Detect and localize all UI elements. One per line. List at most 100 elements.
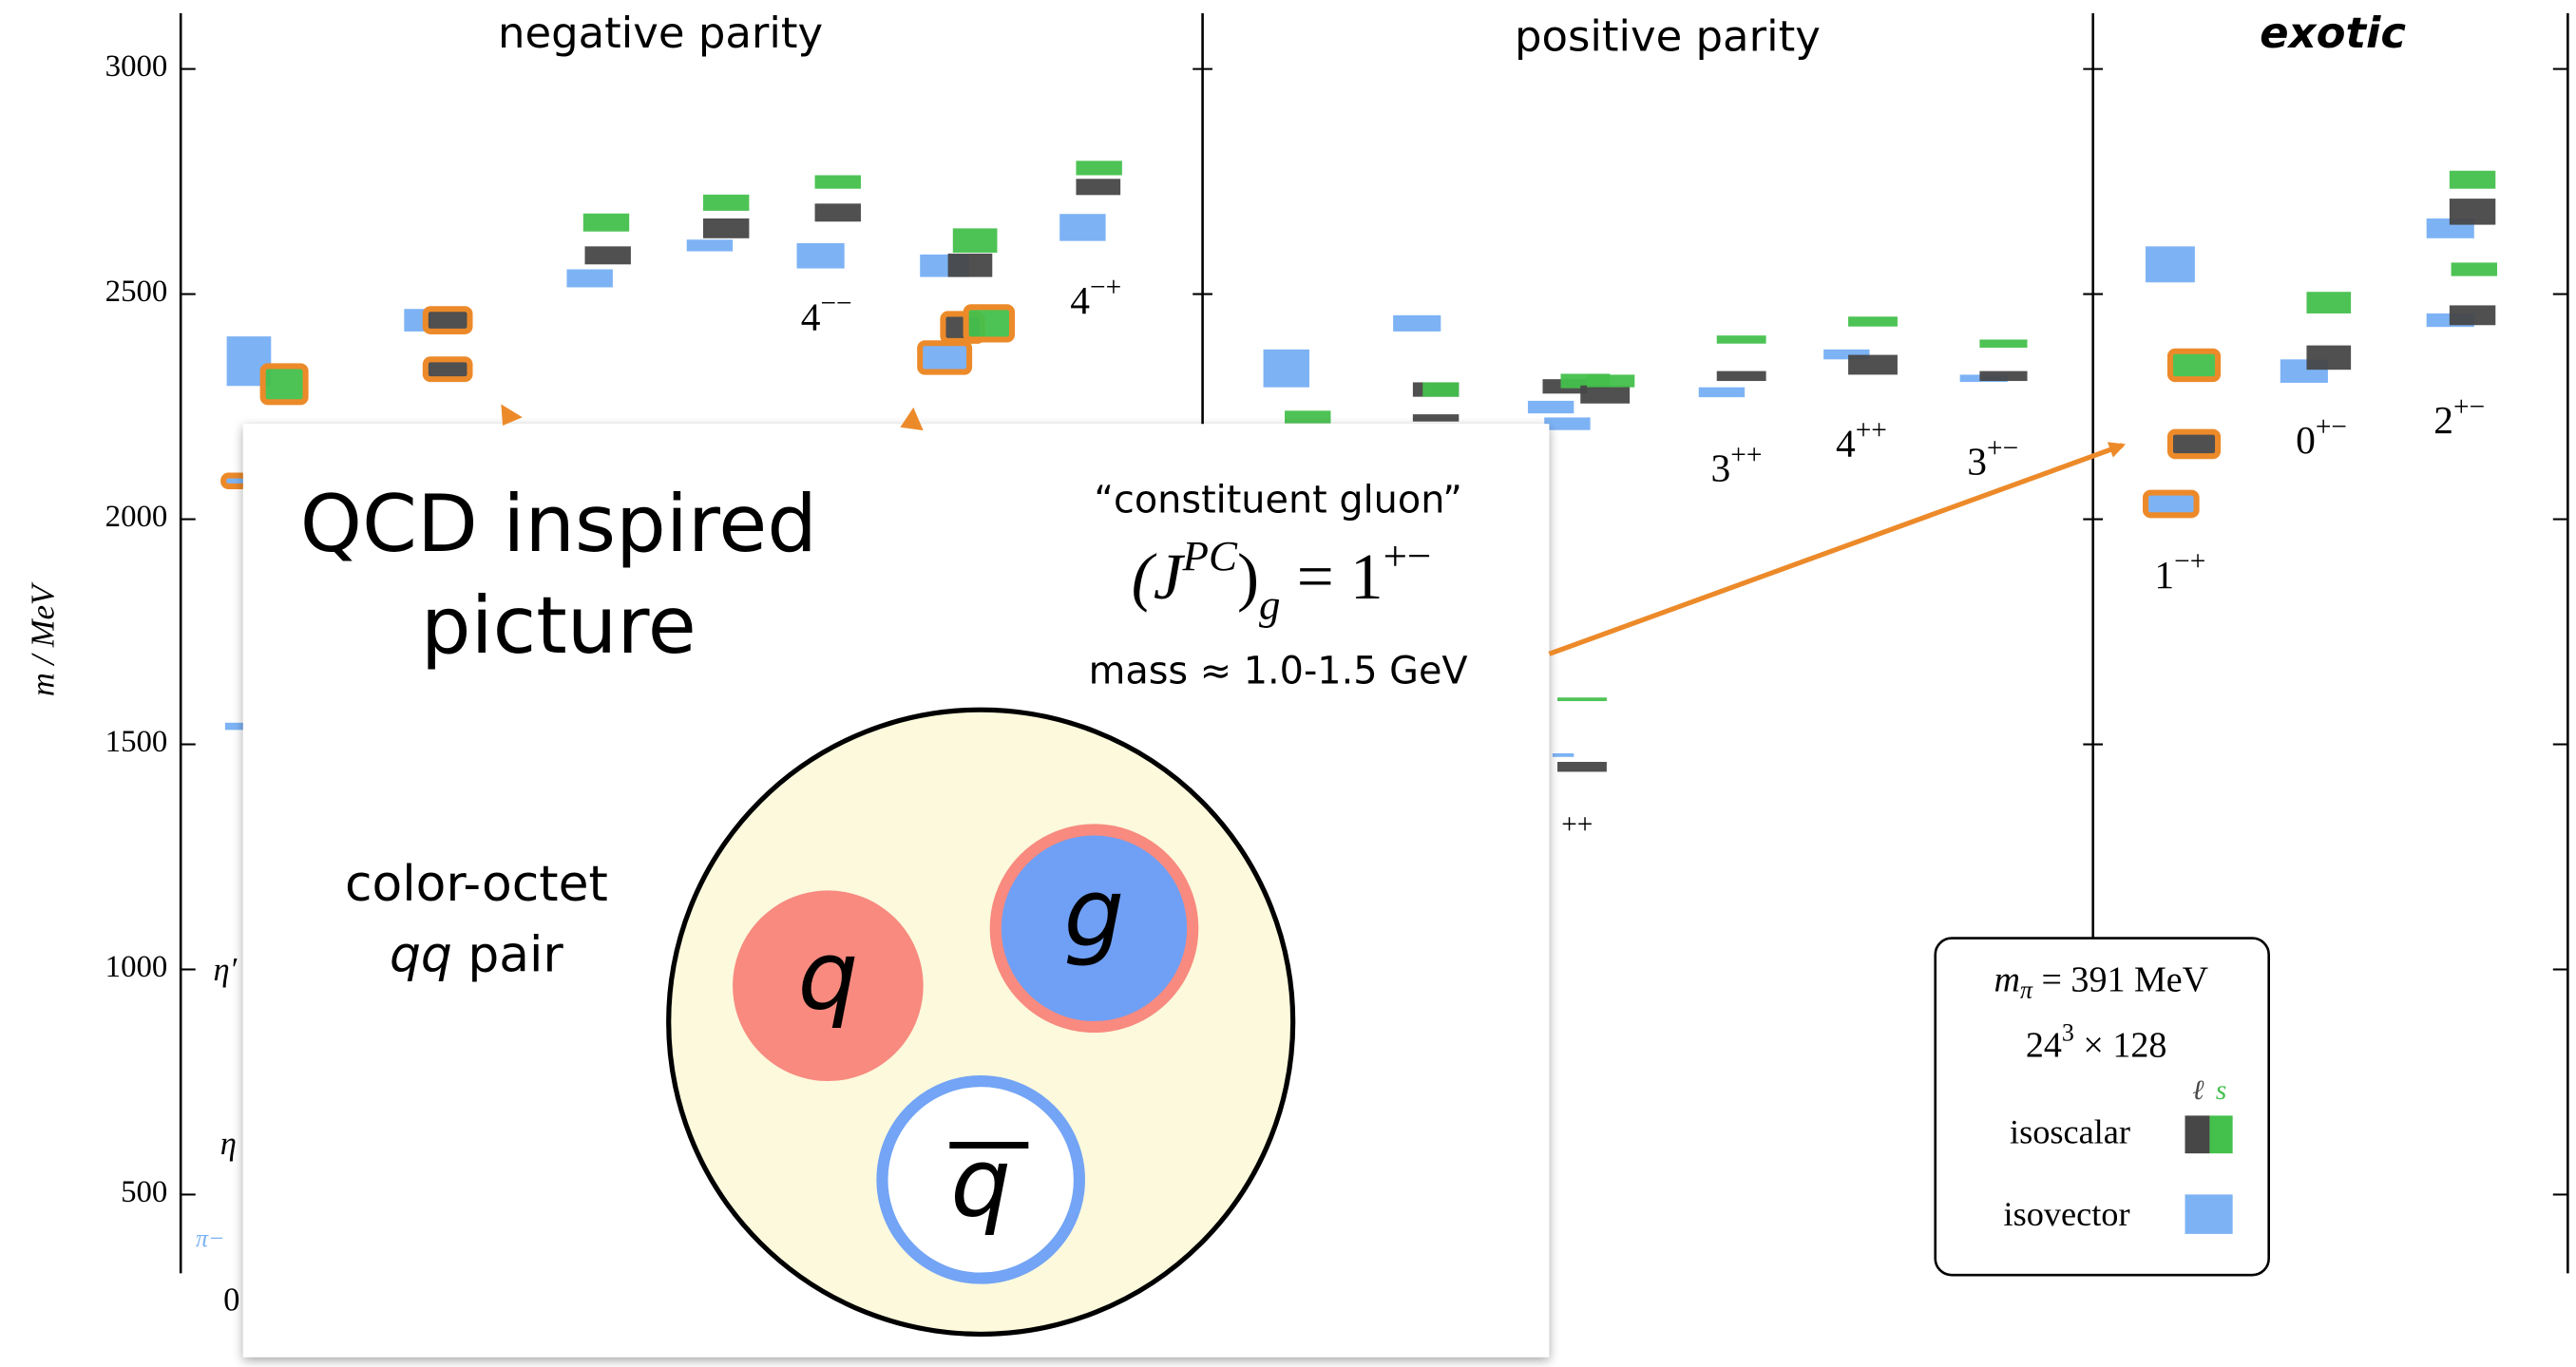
mass-level	[687, 239, 733, 251]
mass-level	[1557, 762, 1607, 771]
mass-level	[815, 175, 861, 188]
mass-level	[583, 214, 629, 232]
mass-level	[263, 366, 306, 402]
arrow-tip	[501, 404, 522, 425]
mass-level	[566, 270, 612, 288]
y-tick-label: 1000	[105, 950, 168, 984]
mass-level	[2306, 346, 2351, 370]
mass-level	[585, 246, 631, 264]
eq-part: )	[1237, 540, 1259, 613]
mass-level	[2450, 171, 2495, 189]
mass-level	[1979, 371, 2027, 381]
gluon-label: g	[1064, 858, 1125, 969]
section-title: exotic	[2260, 8, 2406, 58]
channel-j: 3	[1967, 439, 1987, 483]
mass-level	[815, 203, 861, 221]
eq-part: (J	[1132, 540, 1186, 613]
channel-pc: ++	[1730, 440, 1762, 470]
eq-part: PC	[1182, 532, 1238, 579]
mass-level	[703, 195, 749, 211]
eq-part: +−	[1383, 532, 1432, 579]
mass-level	[2146, 246, 2195, 282]
channel-pc: +−	[2316, 411, 2347, 442]
channel-label: 1−+	[2154, 546, 2205, 596]
channel-label: 3++	[1711, 440, 1763, 489]
section-title: negative parity	[498, 8, 823, 58]
legend: mπ = 391 MeV 243 × 128 ℓ s isoscalar iso…	[1936, 939, 2269, 1276]
y-tick-label: 1500	[105, 725, 168, 759]
channel-j: 4	[801, 294, 821, 338]
slide: 50010001500200025003000m / MeVnegative p…	[0, 0, 2576, 1367]
mass-level	[1076, 179, 1120, 195]
legend-lattice: 243 × 128	[2026, 1019, 2166, 1066]
y-tick-label: 3000	[105, 49, 168, 84]
legend-part: × 128	[2074, 1025, 2166, 1065]
mass-level	[1699, 388, 1745, 397]
mass-level	[2306, 292, 2351, 313]
mass-level	[797, 243, 845, 269]
channel-label: 4−−	[801, 288, 852, 337]
channel-pc: −+	[1090, 272, 1121, 302]
mass-level	[1059, 214, 1105, 240]
arrow-tip	[900, 408, 923, 430]
channel-label: 4−+	[1070, 272, 1121, 321]
mass-level	[1557, 697, 1607, 701]
legend-label: isoscalar	[2010, 1112, 2130, 1150]
arrow	[1549, 446, 2122, 655]
mass-level	[1979, 339, 2027, 348]
legend-label: isovector	[2004, 1195, 2130, 1233]
mass-level	[426, 309, 470, 332]
channel-j: 4	[1836, 421, 1856, 465]
y-tick-label: 2500	[105, 275, 168, 309]
mass-level	[1544, 417, 1590, 429]
mass-level	[1848, 355, 1898, 375]
mass-level	[1587, 374, 1634, 387]
legend-flavor: ℓ	[2192, 1075, 2204, 1106]
overlay-title: picture	[421, 579, 696, 672]
mass-level	[2450, 305, 2495, 325]
legend-swatch	[2185, 1194, 2233, 1234]
mass-level	[1717, 371, 1766, 381]
mass-level	[966, 307, 1012, 339]
channel-pc: −+	[2174, 546, 2205, 577]
y-tick-label: 2000	[105, 500, 168, 534]
mass-level	[1528, 401, 1574, 413]
mass-level	[2452, 262, 2497, 275]
channel-pc: ++	[1561, 809, 1593, 840]
eq-part: = 1	[1280, 540, 1383, 613]
channel-j: 4	[1070, 277, 1090, 321]
mass-level	[1553, 753, 1574, 757]
legend-part: 3	[2062, 1019, 2074, 1047]
gluon-mass: mass ≈ 1.0-1.5 GeV	[1089, 650, 1468, 693]
mass-level	[2450, 199, 2495, 224]
mass-level	[426, 359, 470, 379]
channel-pc: −−	[820, 288, 851, 318]
qcd-overlay: QCD inspired picture “constituent gluon”…	[243, 404, 2123, 1357]
channel-pc: ++	[1856, 415, 1887, 446]
channel-label: 0	[223, 1282, 239, 1318]
legend-part: π	[2020, 977, 2033, 1004]
mass-level	[948, 254, 993, 277]
mass-level	[1717, 335, 1766, 344]
quark-label: q	[798, 921, 859, 1032]
octet-caption: qq pair	[390, 926, 563, 983]
mass-level	[953, 228, 998, 253]
channel-j: 0	[2296, 418, 2316, 462]
mass-level	[2146, 493, 2197, 516]
overlay-title: QCD inspired	[300, 478, 817, 570]
channel-label: π−	[196, 1225, 224, 1252]
section-title: positive parity	[1515, 11, 1821, 62]
legend-part: 24	[2026, 1025, 2062, 1065]
channel-label: ++	[1561, 809, 1593, 840]
channel-label: 2+−	[2433, 391, 2485, 441]
channel-j: 2	[2433, 398, 2453, 442]
gluon-caption: “constituent gluon”	[1094, 479, 1461, 522]
channel-pc: +−	[2453, 391, 2485, 422]
legend-part: = 391 MeV	[2032, 959, 2209, 999]
channel-label: η′	[214, 952, 238, 988]
channel-pc: +−	[1987, 433, 2018, 464]
mass-level	[1848, 316, 1898, 326]
y-axis-label: m / MeV	[25, 581, 61, 696]
mass-level	[1264, 350, 1309, 388]
legend-part: m	[1994, 959, 2020, 999]
